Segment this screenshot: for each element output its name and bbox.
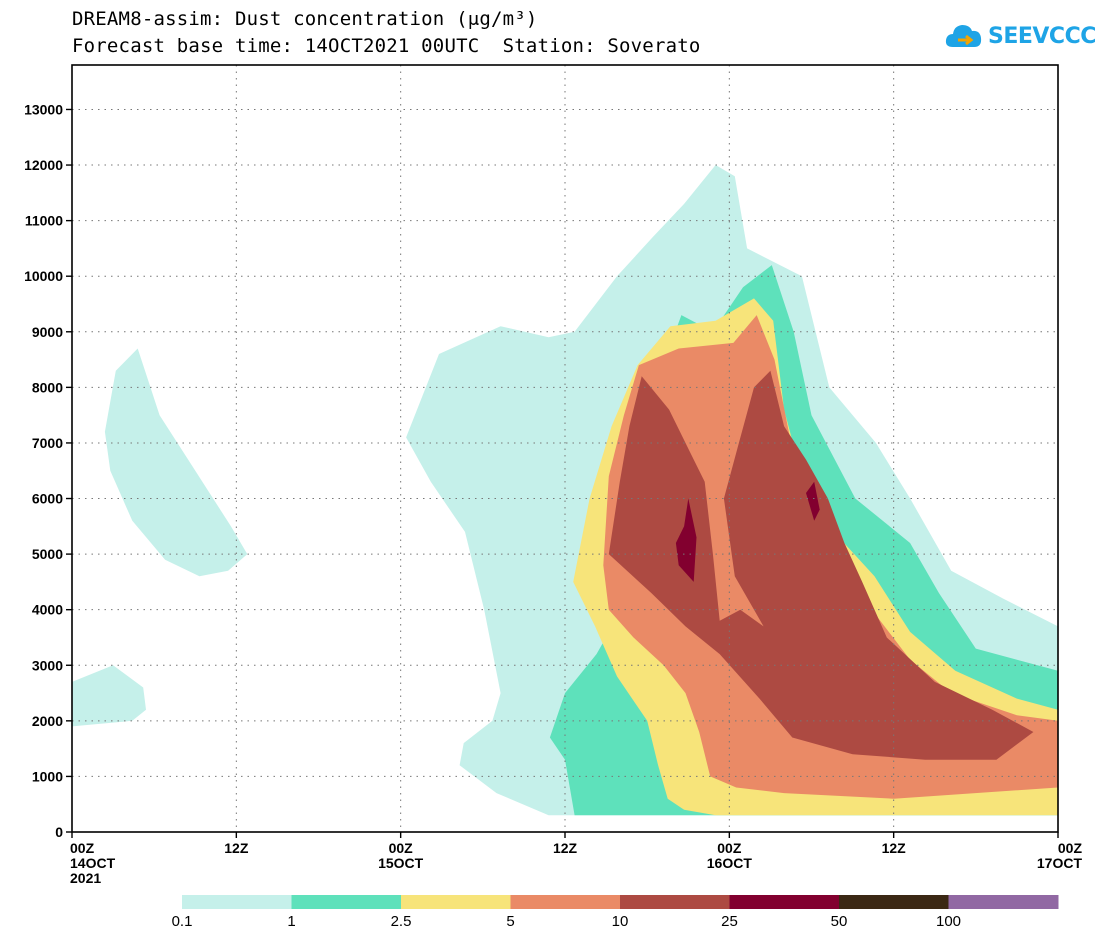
y-tick-label: 3000: [32, 657, 63, 673]
y-tick-label: 11000: [25, 213, 63, 229]
y-axis: 0 1000 2000 3000 4000 5000 6000 7000 8000 9000 100…: [24, 101, 72, 840]
colorbar-label: 100: [936, 913, 961, 930]
x-tick-label: 12Z: [224, 840, 249, 856]
contour-region-25-8: [806, 481, 820, 521]
y-tick-label: 8000: [32, 379, 63, 395]
x-tick-label: 12Z: [553, 840, 578, 856]
chart-title: DREAM8-assim: Dust concentration (μg/m³): [72, 8, 538, 30]
seevccc-logo: SEEVCCC: [944, 16, 1096, 56]
x-tick-label: 00Z: [389, 840, 414, 856]
y-tick-label: 12000: [24, 157, 63, 173]
cloud-icon: [945, 25, 982, 47]
colorbar-swatch-1: [291, 895, 402, 909]
x-tick-label: 2021: [70, 870, 101, 886]
colorbar-label: 0.1: [172, 913, 193, 930]
y-tick-label: 0: [55, 824, 63, 840]
colorbar-label: 1: [287, 913, 295, 930]
colorbar-label: 25: [721, 913, 738, 930]
y-tick-label: 5000: [32, 546, 63, 562]
y-tick-label: 7000: [32, 435, 63, 451]
contour-region-25-7: [675, 498, 697, 582]
grid-lines: [72, 65, 1058, 832]
y-tick-label: 2000: [32, 713, 63, 729]
colorbar-label: 2.5: [391, 913, 412, 930]
y-tick-label: 4000: [32, 602, 63, 618]
colorbar-swatch-3: [510, 895, 621, 909]
colorbar-swatch-2: [401, 895, 511, 909]
contour-region-0_1-0: [104, 348, 248, 577]
y-tick-label: 13000: [24, 101, 63, 117]
x-tick-label: 00Z: [717, 840, 742, 856]
y-tick-label: 9000: [32, 324, 63, 340]
colorbar-swatch-5: [729, 895, 840, 909]
plot-area: [72, 165, 1058, 816]
colorbar-swatch-6: [839, 895, 949, 909]
x-tick-label: 14OCT: [70, 855, 116, 871]
x-tick-label: 17OCT: [1037, 855, 1083, 871]
colorbar-swatch-7: [948, 895, 1059, 909]
x-tick-label: 00Z: [1058, 840, 1083, 856]
colorbar-label: 10: [612, 913, 629, 930]
x-tick-label: 16OCT: [707, 855, 753, 871]
chart-subtitle: Forecast base time: 14OCT2021 00UTC Stat…: [72, 35, 701, 57]
colorbar-swatch-0: [182, 895, 292, 909]
contour-region-10-6: [608, 370, 1034, 760]
contour-region-0_1-1: [72, 665, 146, 727]
x-tick-label: 15OCT: [378, 855, 424, 871]
logo-text: SEEVCCC: [988, 23, 1096, 49]
colorbar-label: 5: [506, 913, 514, 930]
colorbar-label: 50: [831, 913, 848, 930]
x-tick-label: 12Z: [882, 840, 907, 856]
colorbar-swatch-4: [620, 895, 730, 909]
y-tick-label: 1000: [32, 768, 63, 784]
x-tick-label: 00Z: [70, 840, 95, 856]
colorbar: 0.1 1 2.5 5 10 25 50 100: [172, 895, 1059, 930]
y-tick-label: 6000: [32, 491, 63, 507]
y-tick-label: 10000: [24, 268, 63, 284]
